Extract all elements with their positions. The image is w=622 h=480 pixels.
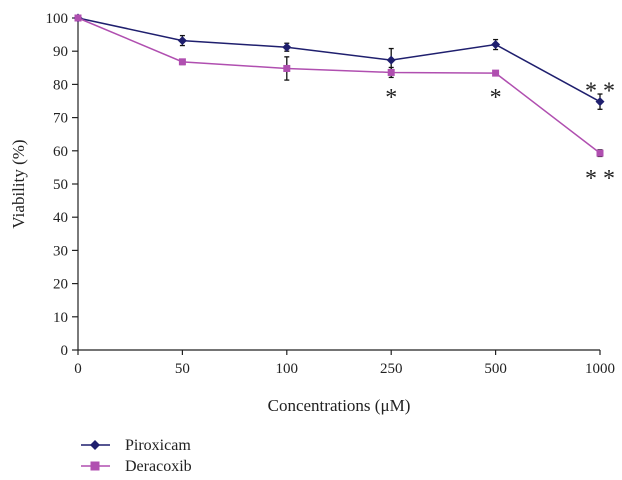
y-axis-ticks: 0 10 20 30 40 50 60 70 80 90 100 bbox=[46, 11, 78, 359]
y-tick-label: 60 bbox=[53, 144, 68, 160]
data-point-deracoxib bbox=[387, 68, 395, 76]
significance-marker: * bbox=[385, 85, 397, 111]
y-tick-label: 10 bbox=[53, 310, 68, 326]
x-tick-label: 1000 bbox=[585, 361, 615, 377]
significance-marker: * * bbox=[585, 166, 615, 192]
series-line-deracoxib bbox=[77, 17, 601, 154]
legend-label-piroxicam: Piroxicam bbox=[125, 437, 191, 454]
significance-marker: * * bbox=[585, 78, 615, 104]
y-tick-label: 40 bbox=[53, 210, 68, 226]
y-tick-label: 80 bbox=[53, 77, 68, 93]
data-point-deracoxib bbox=[283, 64, 291, 72]
x-tick-label: 0 bbox=[74, 361, 82, 377]
data-point-deracoxib bbox=[596, 149, 604, 157]
data-point-piroxicam bbox=[282, 42, 292, 52]
legend-item-deracoxib: Deracoxib bbox=[81, 458, 192, 475]
x-tick-label: 100 bbox=[276, 361, 299, 377]
significance-marker: * bbox=[490, 85, 502, 111]
significance-annotations: * * * * * * bbox=[385, 78, 615, 192]
y-tick-label: 70 bbox=[53, 111, 68, 127]
series-piroxicam bbox=[73, 13, 605, 110]
data-point-piroxicam bbox=[491, 40, 501, 50]
y-tick-label: 100 bbox=[46, 11, 69, 27]
x-axis-ticks: 0 50 100 250 500 1000 bbox=[74, 350, 615, 377]
series-deracoxib bbox=[74, 14, 604, 158]
y-tick-label: 0 bbox=[61, 343, 69, 359]
series-line-piroxicam bbox=[77, 17, 601, 103]
data-point-piroxicam bbox=[595, 97, 605, 107]
diamond-marker-icon bbox=[90, 440, 100, 450]
x-axis-title: Concentrations (μM) bbox=[268, 396, 411, 415]
x-tick-label: 500 bbox=[484, 361, 507, 377]
legend-label-deracoxib: Deracoxib bbox=[125, 458, 192, 475]
y-tick-label: 90 bbox=[53, 44, 68, 60]
y-tick-label: 30 bbox=[53, 243, 68, 259]
data-point-deracoxib bbox=[178, 58, 186, 66]
square-marker-icon bbox=[90, 461, 100, 471]
data-point-piroxicam bbox=[386, 55, 396, 65]
y-axis-title: Viability (%) bbox=[9, 139, 28, 228]
data-point-piroxicam bbox=[177, 36, 187, 46]
data-point-deracoxib bbox=[492, 69, 500, 77]
x-tick-label: 250 bbox=[380, 361, 403, 377]
series-layer bbox=[73, 13, 605, 158]
data-point-deracoxib bbox=[74, 14, 82, 22]
legend-item-piroxicam: Piroxicam bbox=[81, 437, 191, 454]
x-tick-label: 50 bbox=[175, 361, 190, 377]
y-tick-label: 20 bbox=[53, 277, 68, 293]
y-tick-label: 50 bbox=[53, 177, 68, 193]
legend: Piroxicam Deracoxib bbox=[81, 437, 192, 475]
